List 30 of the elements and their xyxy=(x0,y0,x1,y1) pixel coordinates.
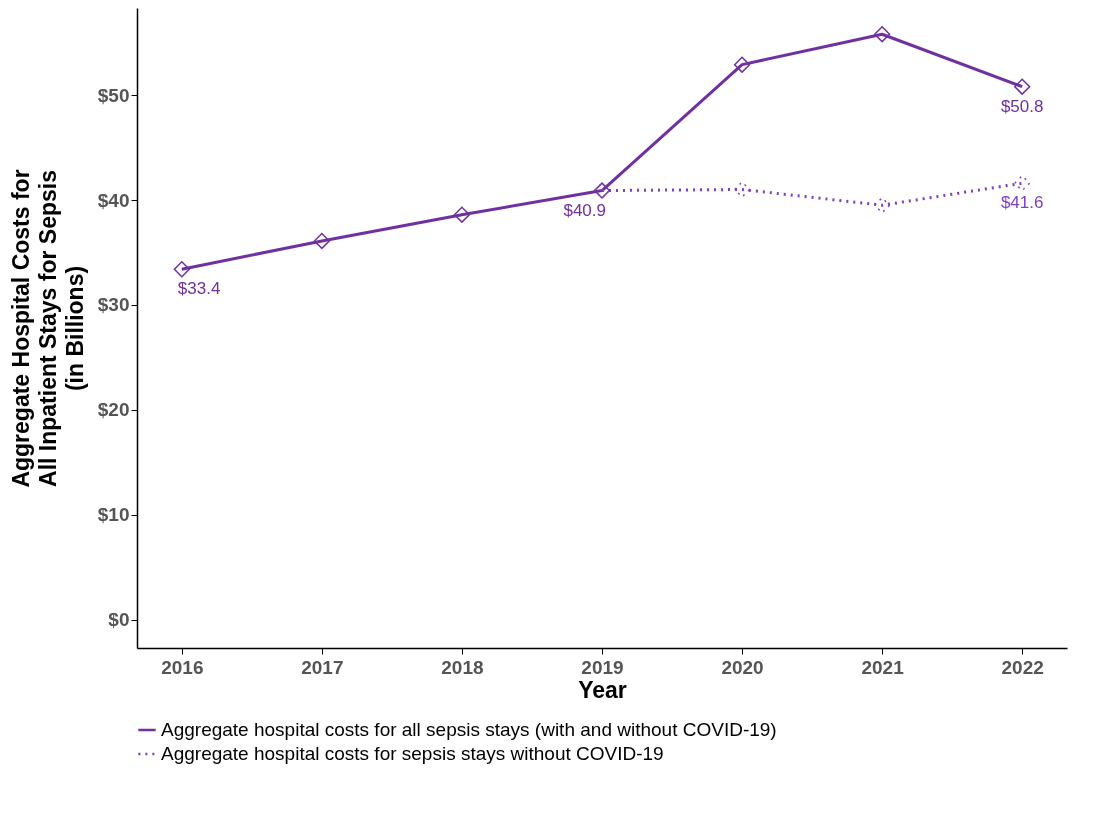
legend-label: Aggregate hospital costs for all sepsis stays (with and without COVID-19) xyxy=(161,719,777,740)
point xyxy=(873,197,891,214)
point xyxy=(733,181,751,198)
x-axis-title: Year xyxy=(578,676,627,703)
data-label: $41.6 xyxy=(1000,193,1044,213)
data-label: $50.8 xyxy=(1000,96,1044,116)
data-label: $33.4 xyxy=(177,279,221,299)
point xyxy=(1014,78,1031,95)
x-tick-label: 2022 xyxy=(1001,656,1044,678)
y-tick-label: $50 xyxy=(97,84,130,106)
y-axis-title: Aggregate Hospital Costs for All Inpatient Stays for Sepsis (in Billions) xyxy=(7,169,88,488)
point xyxy=(453,206,471,223)
point xyxy=(313,232,331,250)
x-tick-label: 2018 xyxy=(441,656,484,678)
legend-label: Aggregate hospital costs for sepsis stays without COVID-19 xyxy=(161,743,664,764)
y-tick-label: $20 xyxy=(97,399,130,421)
data-label: $40.9 xyxy=(563,200,606,220)
y-tick-label: $40 xyxy=(97,189,130,211)
x-tick-label: 2020 xyxy=(721,656,764,678)
x-tick-label: 2021 xyxy=(861,656,905,678)
point xyxy=(173,261,190,278)
x-tick-label: 2016 xyxy=(161,656,204,678)
x-tick-label: 2019 xyxy=(581,656,624,678)
y-tick-label: $10 xyxy=(97,504,130,526)
y-tick-label: $30 xyxy=(97,294,130,316)
point xyxy=(873,26,891,43)
point xyxy=(1014,175,1031,192)
x-tick-label: 2017 xyxy=(301,656,344,678)
y-tick-label: $0 xyxy=(108,609,130,631)
point xyxy=(733,56,751,73)
